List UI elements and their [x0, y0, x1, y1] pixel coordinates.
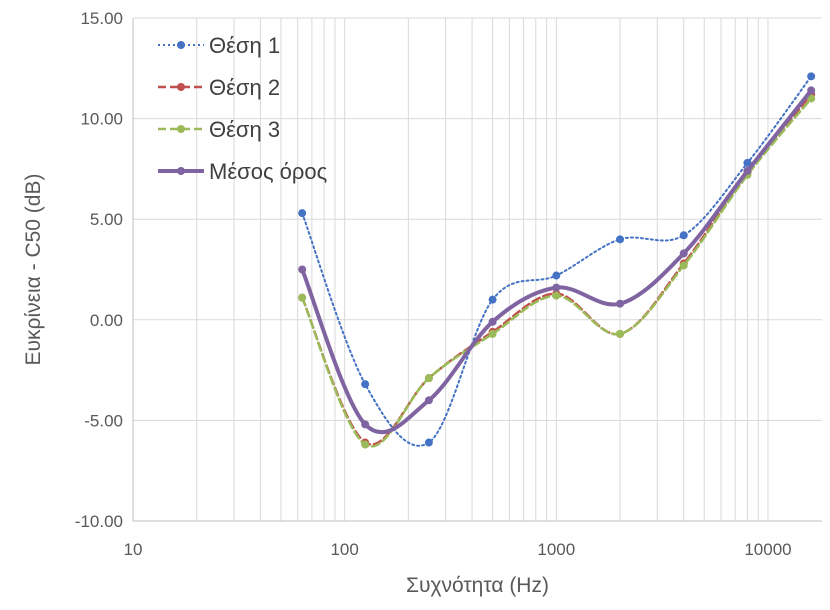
y-tick-label: -10.00: [75, 512, 123, 531]
y-tick-label: 10.00: [80, 110, 123, 129]
data-point: [616, 329, 625, 338]
data-point: [488, 329, 497, 338]
series-1: [298, 72, 816, 447]
data-point: [298, 293, 307, 302]
data-point: [616, 235, 625, 244]
data-point: [552, 291, 561, 300]
legend-marker: [177, 125, 185, 133]
data-point: [488, 295, 497, 304]
data-point: [679, 261, 688, 270]
grid: [132, 17, 822, 522]
data-point: [552, 283, 561, 292]
series-4: [298, 86, 816, 435]
data-point: [743, 166, 752, 175]
y-axis-title: Ευκρίνεια - C50 (dB): [22, 174, 45, 366]
legend-marker: [177, 83, 185, 91]
data-point: [743, 158, 752, 167]
legend-label: Θέση 3: [209, 117, 280, 142]
data-point: [424, 396, 433, 405]
data-point: [679, 231, 688, 240]
data-point: [298, 209, 307, 218]
data-point: [807, 86, 816, 95]
data-point: [361, 380, 370, 389]
data-point: [361, 440, 370, 449]
x-tick-label: 100: [330, 540, 358, 559]
data-point: [298, 265, 307, 274]
y-tick-label: 5.00: [90, 210, 123, 229]
legend-label: Θέση 2: [209, 75, 280, 100]
x-tick-label: 10000: [744, 540, 791, 559]
legend-marker: [177, 167, 185, 175]
legend: Θέση 1 Θέση 2 Θέση 3 Μέσος όρος: [158, 33, 327, 184]
y-tick-label: 0.00: [90, 311, 123, 330]
legend-label: Θέση 1: [209, 33, 280, 58]
data-point: [424, 438, 433, 447]
y-tick-label: 15.00: [80, 9, 123, 28]
data-point: [807, 94, 816, 103]
axes: -10.00 -5.00 0.00 5.00 10.00 15.00 10 100 1000 10…: [75, 9, 822, 559]
legend-label: Μέσος όρος: [209, 159, 327, 184]
data-point: [679, 249, 688, 258]
x-axis-title: Συχνότητα (Hz): [406, 574, 549, 597]
data-point: [552, 271, 561, 280]
data-point: [488, 317, 497, 326]
series-layer: [298, 72, 816, 449]
data-point: [807, 72, 816, 81]
y-tick-label: -5.00: [84, 411, 123, 430]
series-3: [298, 94, 816, 449]
data-point: [616, 299, 625, 308]
legend-marker: [177, 41, 185, 49]
x-tick-label: 10: [124, 540, 143, 559]
data-point: [424, 374, 433, 383]
x-tick-label: 1000: [537, 540, 575, 559]
data-point: [361, 420, 370, 429]
